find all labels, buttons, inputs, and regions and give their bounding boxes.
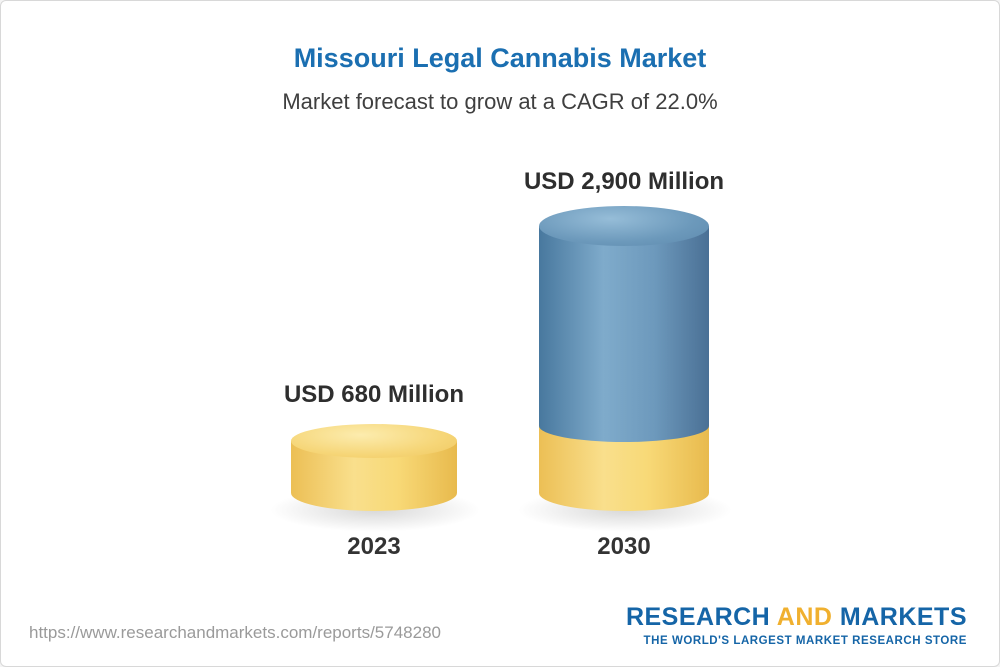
report-url: https://www.researchandmarkets.com/repor… [29,623,441,642]
value-label-2023: USD 680 Million [283,381,465,408]
logo-word-markets: MARKETS [839,603,967,631]
bar-cylinder-2023 [291,424,457,511]
bar-cylinder-2030 [539,206,709,511]
logo-wordmark: RESEARCH AND MARKETS [626,603,967,632]
chart-subtitle: Market forecast to grow at a CAGR of 22.… [282,89,718,114]
cylinder-2030-growth-segment [539,226,709,442]
category-label-2030: 2030 [597,533,651,560]
logo-word-and: AND [776,603,833,631]
logo-word-research: RESEARCH [625,603,771,631]
cylinder-2023-top [291,424,457,458]
value-label-2030: USD 2,900 Million [523,168,725,195]
research-and-markets-logo: RESEARCH AND MARKETS THE WORLD'S LARGEST… [626,603,967,647]
logo-tagline: THE WORLD'S LARGEST MARKET RESEARCH STOR… [643,635,967,647]
cylinder-2030-top [539,206,709,246]
chart-title: Missouri Legal Cannabis Market [293,43,707,73]
category-label-2023: 2023 [347,533,401,560]
